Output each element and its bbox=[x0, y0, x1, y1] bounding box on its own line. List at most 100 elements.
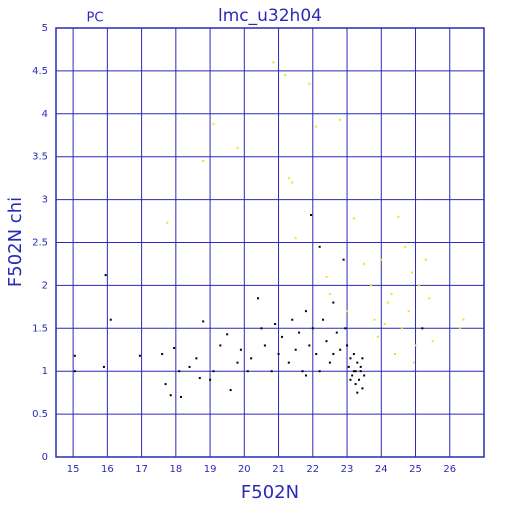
y-tick-label: 2 bbox=[42, 280, 48, 291]
data-point bbox=[411, 271, 414, 274]
y-tick-label: 0.5 bbox=[32, 409, 48, 420]
data-point bbox=[424, 258, 427, 261]
data-point bbox=[277, 353, 280, 356]
data-point bbox=[202, 159, 205, 162]
data-point bbox=[421, 327, 424, 330]
data-point bbox=[390, 292, 393, 295]
data-point bbox=[304, 374, 307, 377]
data-point bbox=[166, 221, 169, 224]
data-point bbox=[161, 353, 164, 356]
data-point bbox=[417, 284, 420, 287]
data-point bbox=[376, 335, 379, 338]
data-point bbox=[280, 335, 283, 338]
data-point bbox=[188, 365, 191, 368]
data-point bbox=[349, 378, 352, 381]
data-point bbox=[294, 237, 297, 240]
data-point bbox=[462, 318, 465, 321]
y-tick-label: 2.5 bbox=[32, 238, 48, 249]
data-point bbox=[73, 370, 76, 373]
data-point bbox=[393, 353, 396, 356]
data-point bbox=[361, 387, 364, 390]
data-point bbox=[246, 370, 249, 373]
data-point bbox=[291, 318, 294, 321]
data-point bbox=[298, 331, 301, 334]
data-point bbox=[328, 292, 331, 295]
x-tick-label: 26 bbox=[443, 464, 456, 475]
data-point bbox=[352, 217, 355, 220]
data-point bbox=[407, 310, 410, 313]
data-point bbox=[352, 370, 355, 373]
data-point bbox=[226, 333, 229, 336]
data-point bbox=[428, 297, 431, 300]
data-point bbox=[363, 262, 366, 265]
data-point bbox=[270, 370, 273, 373]
data-point bbox=[356, 391, 359, 394]
data-point bbox=[347, 365, 350, 368]
data-point bbox=[318, 370, 321, 373]
data-point bbox=[352, 353, 355, 356]
data-point bbox=[325, 340, 328, 343]
chart-title: lmc_u32h04 bbox=[218, 6, 322, 26]
data-point bbox=[397, 215, 400, 218]
data-point bbox=[346, 344, 349, 347]
x-tick-label: 18 bbox=[169, 464, 182, 475]
data-point bbox=[229, 389, 232, 392]
data-point bbox=[257, 297, 260, 300]
data-point bbox=[164, 383, 167, 386]
data-point bbox=[287, 177, 290, 180]
data-point bbox=[322, 318, 325, 321]
data-point bbox=[308, 82, 311, 85]
y-tick-label: 5 bbox=[42, 23, 48, 34]
data-point bbox=[359, 365, 362, 368]
data-point bbox=[212, 370, 215, 373]
data-point bbox=[361, 357, 364, 360]
data-point bbox=[358, 378, 361, 381]
data-point bbox=[294, 348, 297, 351]
x-tick-label: 24 bbox=[375, 464, 388, 475]
x-tick-label: 16 bbox=[101, 464, 114, 475]
data-point bbox=[178, 370, 181, 373]
y-tick-label: 3.5 bbox=[32, 152, 48, 163]
data-point bbox=[109, 318, 112, 321]
data-point bbox=[73, 354, 76, 357]
data-point bbox=[209, 378, 212, 381]
data-point bbox=[239, 348, 242, 351]
data-point bbox=[315, 353, 318, 356]
data-point bbox=[272, 61, 275, 64]
data-point bbox=[431, 340, 434, 343]
x-tick-label: 20 bbox=[238, 464, 251, 475]
x-tick-label: 17 bbox=[135, 464, 148, 475]
y-tick-label: 1.5 bbox=[32, 323, 48, 334]
data-point bbox=[339, 348, 342, 351]
data-point bbox=[284, 74, 287, 77]
data-point bbox=[179, 395, 182, 398]
data-point bbox=[339, 118, 342, 121]
y-tick-label: 4 bbox=[42, 109, 48, 120]
data-point bbox=[169, 394, 172, 397]
data-point bbox=[304, 310, 307, 313]
x-tick-label: 22 bbox=[306, 464, 319, 475]
data-point bbox=[459, 327, 462, 330]
data-point bbox=[414, 344, 417, 347]
y-tick-label: 3 bbox=[42, 195, 48, 206]
x-axis-label: F502N bbox=[241, 482, 299, 503]
data-point bbox=[349, 357, 352, 360]
data-point bbox=[202, 320, 205, 323]
data-point bbox=[310, 214, 313, 217]
data-point bbox=[325, 275, 328, 278]
data-point bbox=[373, 318, 376, 321]
data-point bbox=[260, 327, 263, 330]
data-point bbox=[412, 361, 415, 364]
chart-subtitle: PC bbox=[87, 11, 104, 26]
x-tick-label: 15 bbox=[67, 464, 80, 475]
data-point bbox=[335, 331, 338, 334]
x-tick-label: 21 bbox=[272, 464, 285, 475]
y-tick-label: 1 bbox=[42, 366, 48, 377]
data-point bbox=[363, 374, 366, 377]
data-point bbox=[104, 274, 107, 277]
data-point bbox=[344, 327, 347, 330]
data-point bbox=[346, 310, 349, 313]
data-point bbox=[328, 361, 331, 364]
data-point bbox=[173, 347, 176, 350]
data-point bbox=[287, 361, 290, 364]
